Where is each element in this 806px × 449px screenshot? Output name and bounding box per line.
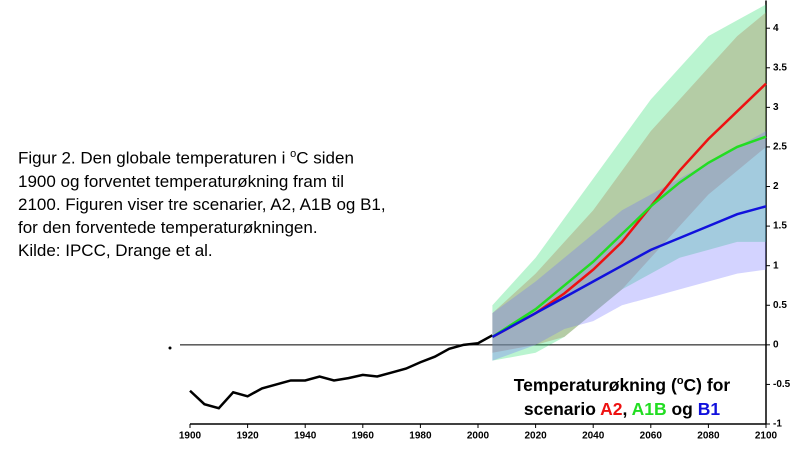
y-tick-label: 2 [773, 181, 779, 192]
x-tick-label: 2000 [467, 431, 490, 442]
y-tick-label: 3.5 [773, 62, 787, 73]
y-tick-label: 4 [773, 23, 779, 34]
legend-entry: B1 [697, 398, 721, 419]
scenario-line [491, 135, 767, 338]
y-tick-label: 0 [773, 339, 779, 350]
x-tick-label: 2020 [524, 431, 547, 442]
y-tick-label: 1 [773, 260, 779, 271]
y-tick-label: 3 [773, 102, 779, 113]
x-tick-label: 2080 [697, 431, 720, 442]
x-tick-label: 1960 [352, 431, 375, 442]
legend-entry: A2 [600, 398, 623, 419]
uncertainty-band [492, 131, 766, 361]
legend-text: , [622, 398, 632, 419]
caption-line: Kilde: IPCC, Drange et al. [18, 239, 386, 262]
legend-title: Temperaturøkning (oC) for [472, 369, 772, 397]
legend-line: scenario A2, A1B og B1 [472, 397, 772, 421]
y-tick-label: -0.5 [773, 379, 791, 390]
legend-text: og [666, 398, 698, 419]
legend-text: o [676, 375, 684, 387]
y-tick-label: -1 [773, 419, 782, 430]
caption-text: o [290, 148, 297, 160]
caption-text: Figur 2. Den globale temperaturen i [18, 148, 291, 168]
x-tick-label: 2100 [755, 431, 778, 442]
caption-text: 1900 og forventet temperaturøkning fram … [18, 171, 344, 191]
legend-text: C) for [683, 374, 731, 395]
uncertainty-band [492, 4, 766, 361]
x-tick-label: 1940 [294, 431, 317, 442]
caption-text: C siden [296, 148, 354, 168]
legend: Temperaturøkning (oC) for scenario A2, A1… [472, 369, 772, 421]
scenario-line [491, 205, 767, 339]
caption: Figur 2. Den globale temperaturen i oC s… [18, 143, 386, 262]
legend-text: Temperaturøkning ( [513, 374, 677, 395]
caption-text: for den forventede temperaturøkningen. [18, 217, 318, 237]
x-tick-label: 1900 [179, 431, 202, 442]
x-tick-label: 2060 [640, 431, 663, 442]
y-tick-label: 1.5 [773, 221, 787, 232]
dot [168, 346, 172, 350]
caption-text: Kilde: IPCC, Drange et al. [18, 240, 213, 260]
caption-line: for den forventede temperaturøkningen. [18, 216, 386, 239]
observed-line [189, 334, 494, 410]
y-tick-label: 0.5 [773, 300, 787, 311]
caption-text: 2100. Figuren viser tre scenarier, A2, A… [18, 194, 386, 214]
x-tick-label: 1980 [409, 431, 432, 442]
x-tick-label: 1920 [236, 431, 259, 442]
caption-line: Figur 2. Den globale temperaturen i oC s… [18, 143, 386, 170]
y-tick-label: 2.5 [773, 142, 787, 153]
legend-text: scenario [523, 398, 601, 419]
uncertainty-band [492, 12, 766, 353]
legend-entry: A1B [631, 398, 667, 419]
caption-line: 1900 og forventet temperaturøkning fram … [18, 170, 386, 193]
caption-line: 2100. Figuren viser tre scenarier, A2, A… [18, 193, 386, 216]
x-tick-label: 2040 [582, 431, 605, 442]
scenario-line [491, 82, 767, 339]
